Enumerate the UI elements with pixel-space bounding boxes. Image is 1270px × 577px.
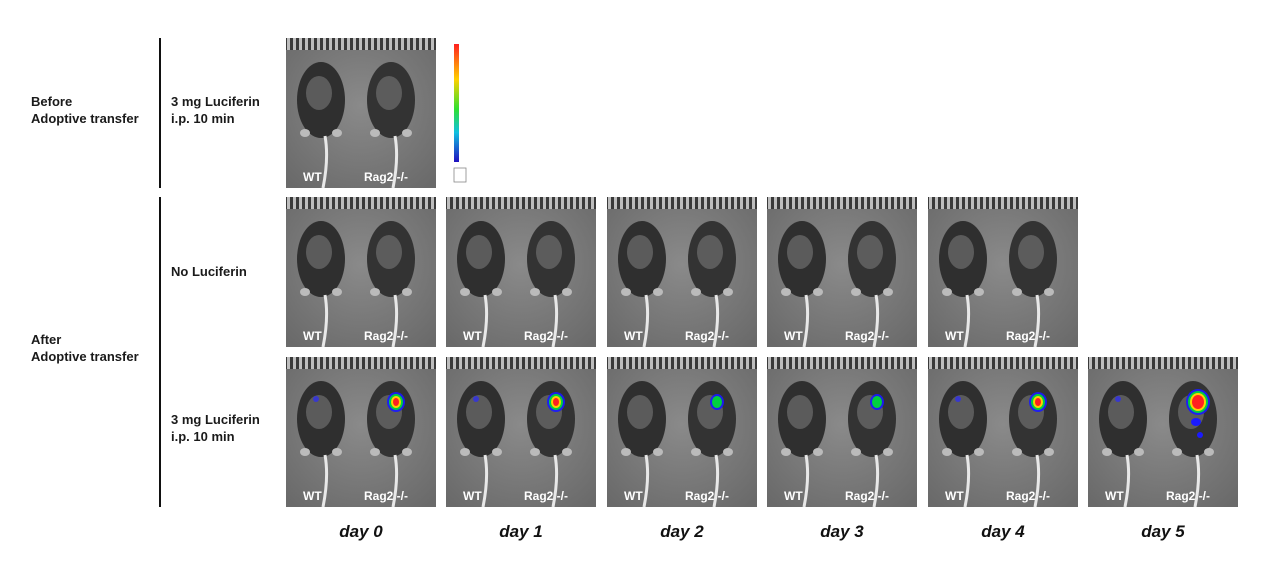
- after-group-label: After Adoptive transfer: [31, 332, 139, 364]
- mouse-image-luc-day-5: WT Rag2 -/-: [1088, 357, 1238, 507]
- mouse-image-luc-day-1: WT Rag2 -/-: [446, 357, 596, 507]
- wt-label: WT: [1105, 489, 1124, 503]
- wt-label: WT: [945, 329, 964, 343]
- mouse-image-noluc-day-2: WT Rag2 -/-: [607, 197, 757, 347]
- rag2-label: Rag2 -/-: [364, 489, 409, 503]
- mouse-image-luc-day-2: WT Rag2 -/-: [607, 357, 757, 507]
- rag2-label: Rag2 -/-: [524, 329, 569, 343]
- wt-label: WT: [945, 489, 964, 503]
- mouse-image-noluc-day-0: WT Rag2 -/-: [286, 197, 436, 347]
- day-label-2: day 2: [660, 522, 704, 541]
- day-label-1: day 1: [499, 522, 543, 541]
- no-luciferin-label: No Luciferin: [171, 264, 247, 279]
- day-label-5: day 5: [1141, 522, 1185, 541]
- mouse-image-noluc-day-4: WT Rag2 -/-: [928, 197, 1078, 347]
- mouse-image-luc-day-4: WT Rag2 -/-: [928, 357, 1078, 507]
- mouse-image-luc-day-0: WT Rag2 -/-: [286, 357, 436, 507]
- rag2-label: Rag2 -/-: [1166, 489, 1211, 503]
- rag2-label: Rag2 -/-: [845, 329, 890, 343]
- before-divider: [159, 38, 161, 188]
- rag2-label: Rag2 -/-: [524, 489, 569, 503]
- luminescence-scale-bar: [453, 44, 467, 184]
- day-label-0: day 0: [339, 522, 383, 541]
- rag2-label: Rag2 -/-: [1006, 489, 1051, 503]
- rag2-label: Rag2 -/-: [1006, 329, 1051, 343]
- after-divider: [159, 197, 161, 507]
- rag2-label: Rag2 -/-: [845, 489, 890, 503]
- wt-label: WT: [784, 489, 803, 503]
- day-label-3: day 3: [820, 522, 864, 541]
- mouse-image-luc-day-3: WT Rag2 -/-: [767, 357, 917, 507]
- wt-label: WT: [303, 170, 322, 184]
- rag2-label: Rag2 -/-: [364, 170, 409, 184]
- rag2-label: Rag2 -/-: [685, 329, 730, 343]
- rag2-label: Rag2 -/-: [685, 489, 730, 503]
- mouse-image-before-day-0: WT Rag2 -/-: [286, 38, 436, 188]
- after-condition-label: 3 mg Luciferin i.p. 10 min: [171, 412, 260, 444]
- before-condition-label: 3 mg Luciferin i.p. 10 min: [171, 94, 260, 126]
- wt-label: WT: [463, 489, 482, 503]
- mouse-image-noluc-day-3: WT Rag2 -/-: [767, 197, 917, 347]
- wt-label: WT: [624, 329, 643, 343]
- day-label-4: day 4: [981, 522, 1025, 541]
- wt-label: WT: [303, 489, 322, 503]
- before-group-label: Before Adoptive transfer: [31, 94, 139, 126]
- rag2-label: Rag2 -/-: [364, 329, 409, 343]
- wt-label: WT: [463, 329, 482, 343]
- wt-label: WT: [784, 329, 803, 343]
- wt-label: WT: [624, 489, 643, 503]
- mouse-image-noluc-day-1: WT Rag2 -/-: [446, 197, 596, 347]
- wt-label: WT: [303, 329, 322, 343]
